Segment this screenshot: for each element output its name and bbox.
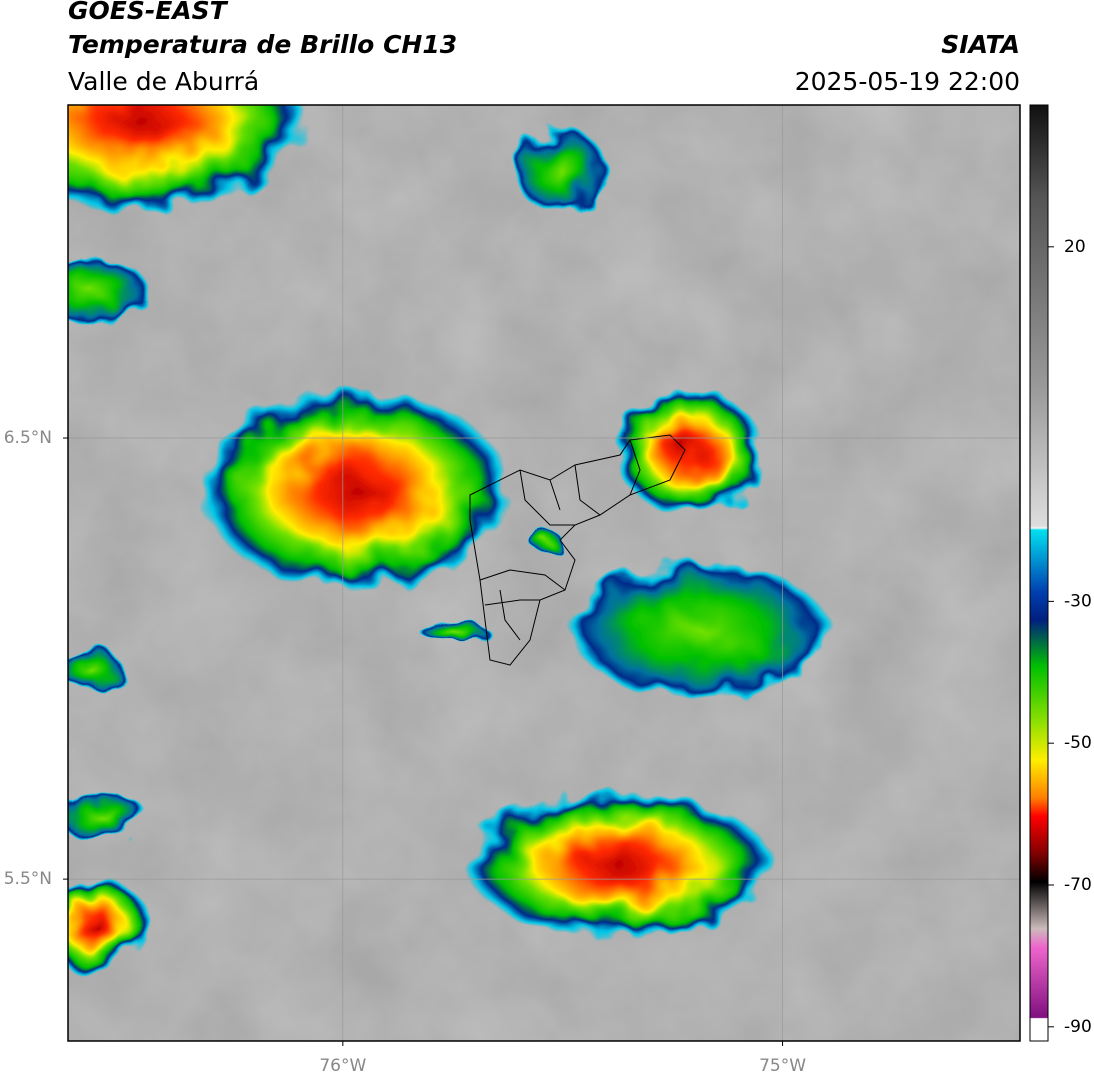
colorbar-tick-label: -90 xyxy=(1064,1017,1092,1037)
map-image xyxy=(68,105,1020,1041)
x-tick-label: 76°W xyxy=(319,1056,366,1076)
colorbar-tick-label: -50 xyxy=(1064,733,1092,753)
source: SIATA xyxy=(941,30,1020,59)
map-frame xyxy=(67,104,1021,1042)
colorbar-tick-label: -30 xyxy=(1064,591,1092,611)
y-tick-label: 5.5°N xyxy=(4,869,52,889)
x-tick-label: 75°W xyxy=(759,1056,806,1076)
colorbar-tick-label: 20 xyxy=(1064,237,1086,257)
title: GOES-EAST xyxy=(68,0,229,25)
colorbar xyxy=(1029,104,1049,1042)
colorbar-tick-label: -70 xyxy=(1064,875,1092,895)
subtitle: Temperatura de Brillo CH13 xyxy=(68,30,457,59)
region: Valle de Aburrá xyxy=(68,67,259,96)
municipal-boundaries xyxy=(469,434,686,666)
y-tick-label: 6.5°N xyxy=(4,428,52,448)
datetime: 2025-05-19 22:00 xyxy=(795,67,1020,96)
